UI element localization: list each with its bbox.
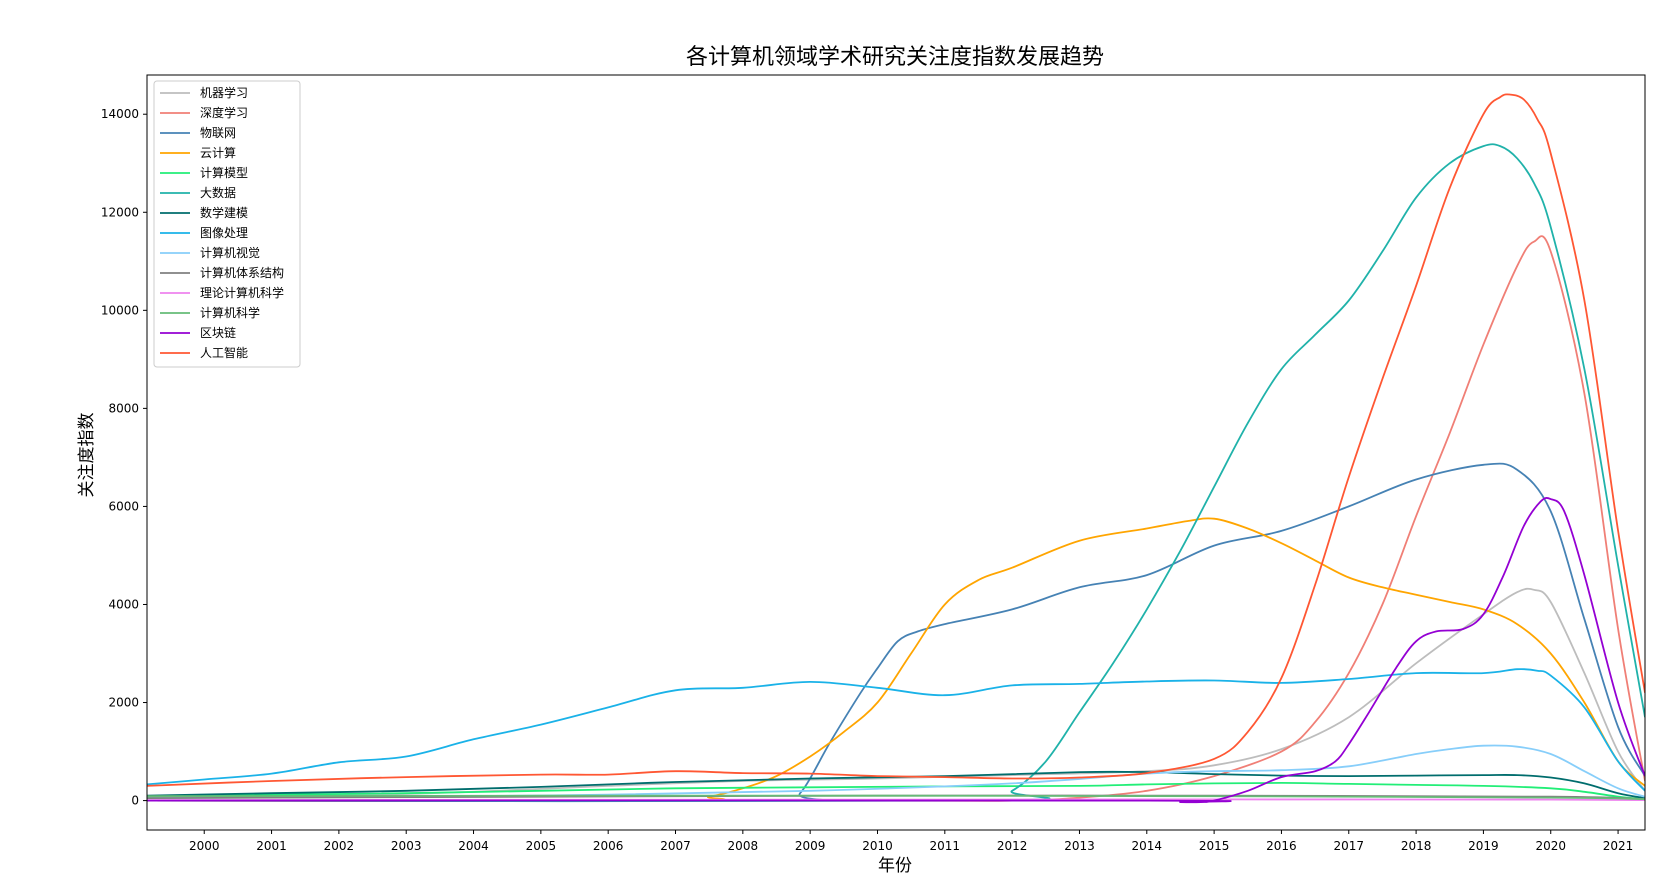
legend: 机器学习深度学习物联网云计算计算模型大数据数学建模图像处理计算机视觉计算机体系结… [153,80,301,368]
x-tick-label: 2016 [1266,839,1297,853]
x-tick-label: 2011 [930,839,961,853]
x-tick-label: 2003 [391,839,422,853]
x-axis-title: 年份 [878,856,912,876]
series-line [147,93,1645,787]
series-line [147,587,1645,798]
x-tick-label: 2005 [526,839,557,853]
x-tick-label: 2006 [593,839,624,853]
x-tick-label: 2014 [1132,839,1163,853]
legend-label: 深度学习 [200,105,248,120]
series-line [147,770,1645,799]
legend-label: 计算模型 [200,165,248,180]
y-tick-label: 0 [131,794,139,808]
legend-label: 物联网 [200,126,236,140]
legend-label: 区块链 [200,325,236,340]
x-tick-label: 2020 [1535,839,1566,853]
x-tick-label: 2019 [1468,839,1499,853]
x-tick-label: 2018 [1401,839,1432,853]
y-tick-label: 14000 [101,107,139,121]
y-axis-title: 关注度指数 [77,413,97,498]
series-line [147,462,1645,803]
y-tick-label: 10000 [101,303,139,317]
x-tick-label: 2004 [458,839,489,853]
series-line [147,782,1645,800]
y-tick-label: 2000 [108,696,139,710]
x-tick-label: 2007 [660,839,691,853]
plot-frame [146,74,1646,831]
x-tick-label: 2015 [1199,839,1230,853]
legend-label: 大数据 [200,185,236,200]
legend-label: 人工智能 [200,345,248,360]
legend-label: 计算机科学 [200,305,260,320]
y-tick-label: 4000 [108,597,139,611]
series-line [147,668,1645,792]
legend-label: 计算机视觉 [200,245,260,260]
x-tick-label: 2013 [1064,839,1095,853]
x-tick-label: 2008 [728,839,759,853]
y-tick-label: 8000 [108,401,139,415]
legend-label: 云计算 [200,145,236,160]
series-line [147,143,1645,803]
y-tick-label: 6000 [108,499,139,513]
y-tick-label: 12000 [101,205,139,219]
plot-lines [147,93,1645,804]
x-tick-label: 2000 [189,839,220,853]
x-tick-label: 2021 [1603,839,1634,853]
x-tick-label: 2012 [997,839,1028,853]
legend-label: 理论计算机科学 [200,285,284,300]
legend-frame [153,80,301,368]
chart-title: 各计算机领域学术研究关注度指数发展趋势 [686,45,1104,70]
x-tick-label: 2001 [256,839,287,853]
legend-label: 数学建模 [200,205,248,220]
x-tick-label: 2002 [324,839,355,853]
x-axis: 2000 2001 2002 2003 2004 2005 2006 2007 2008 2009… [189,830,1633,853]
series-line [147,744,1645,799]
x-tick-label: 2017 [1333,839,1364,853]
legend-label: 图像处理 [200,226,248,240]
x-tick-label: 2009 [795,839,826,853]
y-axis: 0 2000 4000 6000 8000 10000 12000 14000 [101,107,147,808]
legend-label: 计算机体系结构 [200,265,284,280]
series-line [147,235,1645,802]
x-tick-label: 2010 [862,839,893,853]
series-line [147,497,1645,804]
legend-label: 机器学习 [200,85,248,100]
series-line [147,794,1645,800]
